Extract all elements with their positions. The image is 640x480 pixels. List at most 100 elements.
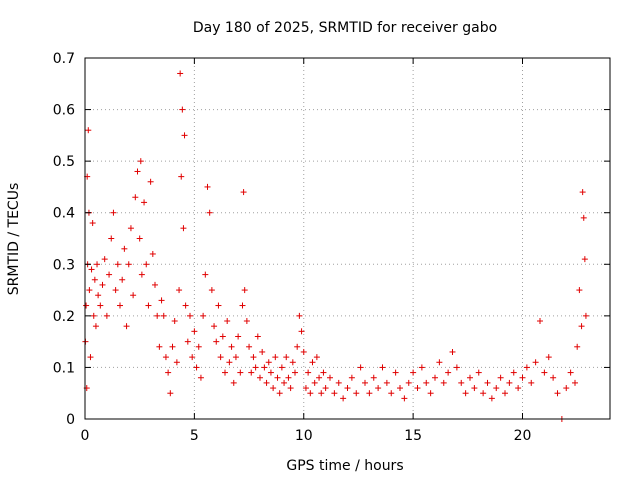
data-point bbox=[272, 354, 279, 361]
data-point bbox=[572, 379, 578, 386]
data-point bbox=[274, 374, 281, 381]
data-point bbox=[388, 390, 395, 397]
data-point bbox=[270, 385, 277, 392]
plot-frame bbox=[84, 57, 611, 420]
data-point bbox=[177, 70, 184, 77]
data-point bbox=[294, 343, 301, 350]
data-point bbox=[178, 173, 185, 180]
data-point bbox=[112, 287, 119, 294]
data-point bbox=[211, 323, 218, 330]
data-point bbox=[287, 385, 294, 392]
data-point bbox=[97, 302, 104, 309]
y-axis-label: SRMTID / TECUs bbox=[6, 183, 22, 296]
data-point bbox=[440, 379, 447, 386]
data-point bbox=[259, 348, 266, 355]
data-point bbox=[580, 214, 587, 221]
data-point bbox=[331, 390, 338, 397]
data-point bbox=[239, 302, 246, 309]
data-point bbox=[154, 312, 161, 319]
data-point bbox=[316, 374, 323, 381]
data-point bbox=[215, 302, 222, 309]
y-tick-labels: 0 0.1 0.2 0.3 0.4 0.5 0.6 0.7 bbox=[53, 51, 75, 428]
data-point bbox=[285, 374, 292, 381]
data-point bbox=[515, 385, 522, 392]
data-point bbox=[127, 225, 134, 232]
data-point bbox=[162, 354, 169, 361]
data-point bbox=[370, 374, 377, 381]
data-point bbox=[480, 390, 487, 397]
data-point bbox=[119, 276, 126, 283]
data-point bbox=[182, 302, 189, 309]
data-point bbox=[493, 385, 500, 392]
data-point bbox=[283, 354, 290, 361]
data-point bbox=[204, 183, 211, 190]
data-point bbox=[193, 364, 200, 371]
data-point bbox=[232, 354, 239, 361]
data-point bbox=[206, 209, 213, 216]
data-point bbox=[300, 348, 307, 355]
data-point bbox=[85, 127, 92, 134]
data-point bbox=[383, 379, 390, 386]
y-tick-label: 0.7 bbox=[53, 51, 75, 67]
data-point bbox=[296, 312, 303, 319]
data-point bbox=[110, 209, 117, 216]
data-point bbox=[222, 369, 228, 376]
data-point bbox=[397, 385, 403, 392]
data-point bbox=[578, 323, 585, 330]
data-point bbox=[298, 328, 305, 335]
data-point bbox=[99, 281, 106, 288]
data-point bbox=[219, 333, 226, 340]
data-point bbox=[302, 385, 309, 392]
data-point bbox=[523, 364, 530, 371]
data-point bbox=[181, 132, 188, 139]
data-point bbox=[423, 379, 430, 386]
data-point bbox=[261, 364, 268, 371]
data-point bbox=[123, 323, 130, 330]
x-tick-label: 5 bbox=[190, 428, 199, 444]
data-point bbox=[475, 369, 482, 376]
data-point bbox=[134, 168, 141, 175]
data-point bbox=[401, 395, 408, 402]
data-point bbox=[213, 338, 220, 345]
data-point bbox=[418, 364, 425, 371]
data-point bbox=[305, 369, 312, 376]
data-point bbox=[125, 261, 132, 268]
data-point bbox=[147, 178, 154, 185]
data-point bbox=[340, 395, 347, 402]
data-point bbox=[94, 261, 101, 268]
data-point bbox=[307, 390, 314, 397]
data-point bbox=[322, 385, 329, 392]
x-tick-labels: 0 5 10 15 20 bbox=[81, 428, 532, 444]
data-point bbox=[149, 250, 156, 257]
data-point bbox=[567, 369, 574, 376]
data-point bbox=[497, 374, 504, 381]
data-point bbox=[197, 374, 204, 381]
data-point bbox=[138, 271, 145, 278]
data-point bbox=[136, 235, 143, 242]
data-point bbox=[250, 354, 257, 361]
data-point bbox=[224, 318, 231, 325]
data-point bbox=[101, 256, 108, 263]
data-point bbox=[130, 292, 137, 299]
data-point bbox=[410, 369, 417, 376]
data-point bbox=[281, 379, 288, 386]
data-point bbox=[179, 106, 186, 113]
data-point bbox=[392, 369, 399, 376]
data-point bbox=[228, 343, 235, 350]
data-point bbox=[137, 158, 144, 165]
data-point bbox=[237, 369, 244, 376]
data-point bbox=[226, 359, 233, 366]
y-tick-label: 0.1 bbox=[53, 360, 75, 376]
data-point bbox=[117, 302, 123, 309]
data-point bbox=[248, 369, 255, 376]
data-point bbox=[436, 359, 443, 366]
data-point bbox=[375, 385, 382, 392]
x-tick-label: 0 bbox=[81, 428, 90, 444]
data-point bbox=[257, 374, 263, 381]
data-point bbox=[554, 390, 561, 397]
data-points bbox=[82, 70, 589, 422]
data-point bbox=[545, 354, 552, 361]
x-axis-label: GPS time / hours bbox=[286, 458, 403, 474]
data-point bbox=[171, 318, 178, 325]
data-point bbox=[502, 390, 508, 397]
